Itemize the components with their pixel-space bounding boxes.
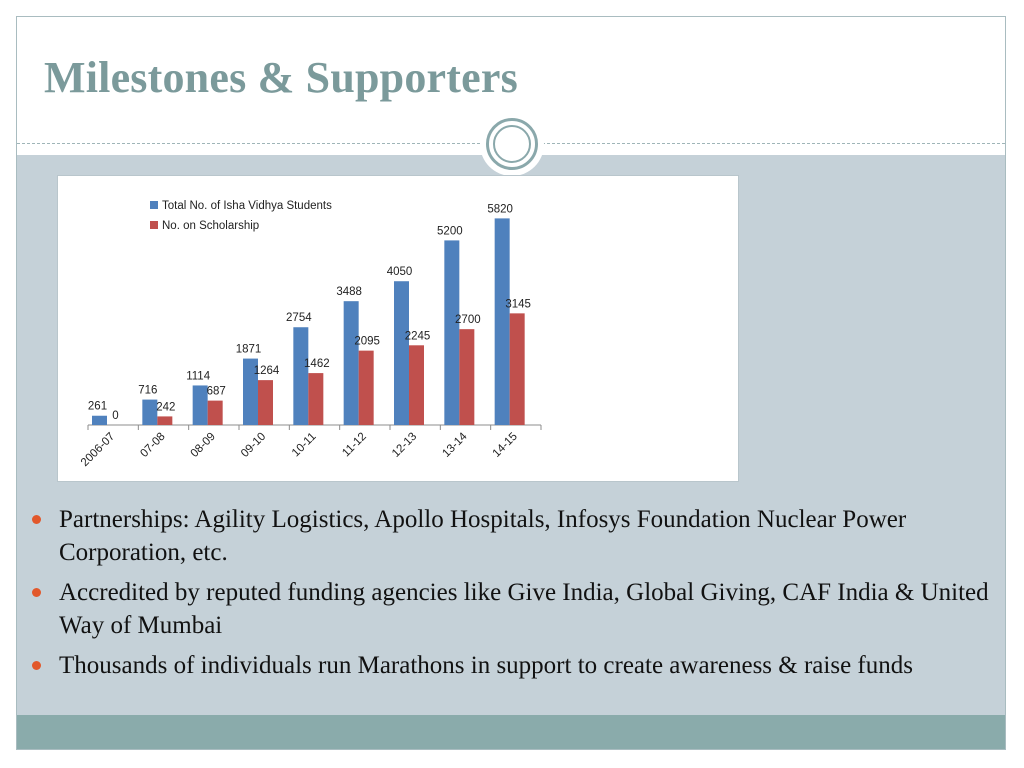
- x-tick-label: 2006-07: [79, 431, 117, 469]
- data-label: 1114: [186, 370, 210, 382]
- data-label: 1871: [236, 344, 262, 356]
- bullet-text: Accredited by reputed funding agencies l…: [59, 579, 989, 639]
- bar-scholarship: [308, 373, 324, 425]
- bullet-text: Thousands of individuals run Marathons i…: [59, 652, 913, 679]
- bullet-item: Thousands of individuals run Marathons i…: [32, 649, 992, 682]
- chart-canvas: 261 0 2006-07 716 242 07-08 1114 687 08-09 1871 12…: [79, 200, 542, 469]
- bar-total: [494, 218, 510, 425]
- x-tick-label: 12-13: [390, 431, 419, 460]
- bar-scholarship: [358, 350, 374, 425]
- data-label: 2700: [455, 314, 481, 326]
- data-label: 1264: [254, 365, 280, 377]
- bar-chart: 261 0 2006-07 716 242 07-08 1114 687 08-09 1871 12…: [57, 175, 739, 482]
- bar-total: [394, 281, 409, 425]
- bar-total: [142, 399, 158, 425]
- bullet-dot-icon: [32, 661, 41, 670]
- bar-scholarship: [459, 329, 475, 425]
- bullet-list: Partnerships: Agility Logistics, Apollo …: [32, 503, 992, 689]
- bullet-dot-icon: [32, 588, 41, 597]
- inner-ring: [493, 125, 531, 163]
- x-tick-label: 08-09: [189, 431, 218, 460]
- data-label: 716: [138, 385, 157, 397]
- bar-total: [92, 415, 107, 425]
- legend-swatch: [150, 221, 158, 229]
- data-label: 0: [112, 410, 118, 422]
- bar-scholarship: [509, 313, 525, 425]
- x-tick-label: 14-15: [491, 431, 520, 460]
- legend-swatch: [150, 201, 158, 209]
- footer-band: [17, 715, 1005, 749]
- bar-total: [343, 301, 359, 425]
- data-label: 2245: [405, 330, 431, 342]
- legend-label: No. on Scholarship: [162, 220, 259, 232]
- bar-total: [293, 327, 309, 425]
- x-tick-label: 10-11: [290, 431, 319, 460]
- data-label: 261: [88, 401, 107, 413]
- data-label: 4050: [387, 266, 413, 278]
- data-label: 3488: [336, 286, 362, 298]
- bar-total: [192, 385, 208, 425]
- data-label: 242: [156, 401, 175, 413]
- bullet-text: Partnerships: Agility Logistics, Apollo …: [59, 506, 907, 566]
- bar-scholarship: [207, 400, 223, 425]
- outer-ring: [486, 118, 538, 170]
- slide-title: Milestones & Supporters: [44, 53, 518, 102]
- data-label: 5820: [487, 203, 513, 215]
- data-label: 687: [207, 386, 226, 398]
- bullet-item: Partnerships: Agility Logistics, Apollo …: [32, 503, 992, 569]
- bar-scholarship: [258, 380, 273, 425]
- data-label: 2754: [286, 312, 312, 324]
- bar-total: [243, 358, 258, 425]
- bar-total: [444, 240, 460, 425]
- bullet-item: Accredited by reputed funding agencies l…: [32, 576, 992, 642]
- circle-ornament-icon: [480, 112, 544, 176]
- bullet-dot-icon: [32, 515, 41, 524]
- x-tick-label: 11-12: [340, 431, 369, 460]
- x-tick-label: 09-10: [239, 431, 268, 460]
- data-label: 2095: [354, 336, 380, 348]
- data-label: 5200: [437, 225, 463, 237]
- data-label: 3145: [505, 298, 531, 310]
- x-tick-label: 07-08: [138, 431, 167, 460]
- bar-scholarship: [157, 416, 173, 425]
- bar-scholarship: [409, 345, 424, 425]
- legend-label: Total No. of Isha Vidhya Students: [162, 200, 332, 212]
- data-label: 1462: [304, 358, 330, 370]
- x-tick-label: 13-14: [440, 430, 470, 460]
